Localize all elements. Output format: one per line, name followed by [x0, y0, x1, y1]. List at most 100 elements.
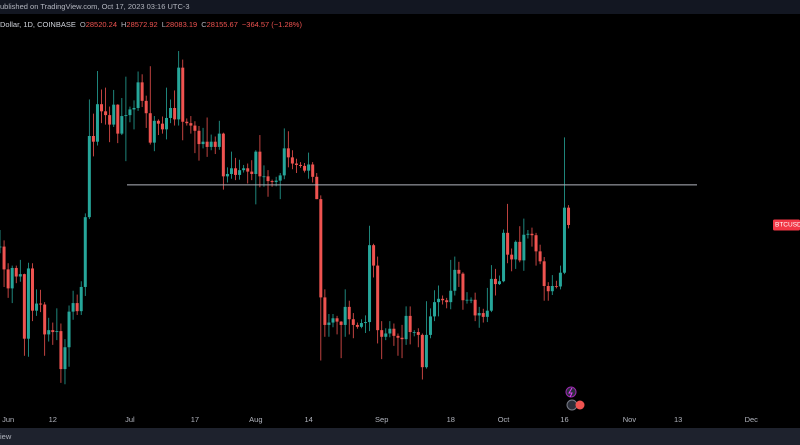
candle-body [193, 125, 197, 131]
candle-body [160, 123, 164, 130]
candle-body [319, 199, 323, 298]
candle-body [428, 316, 432, 335]
candle-body [169, 107, 173, 118]
ohlc-label: O [80, 20, 86, 29]
candle-body [274, 180, 278, 183]
bottom-bar [0, 428, 800, 445]
candle-body [229, 168, 233, 174]
candle-body [197, 130, 201, 145]
candle-body [116, 104, 120, 134]
candle-body [323, 297, 327, 325]
candle-body [424, 334, 428, 368]
candle-body [502, 232, 506, 282]
candle-body [327, 322, 331, 325]
candle-body [173, 107, 177, 120]
candle-body [30, 268, 34, 311]
candle-body [55, 331, 59, 333]
candle-body [294, 163, 298, 165]
candle-body [396, 335, 400, 338]
candle-body [0, 246, 2, 248]
candle-body [91, 135, 95, 142]
candle-body [75, 303, 79, 312]
candle-body [376, 265, 380, 331]
candle-body [140, 82, 144, 101]
candle-body [181, 67, 185, 122]
candle-body [79, 286, 83, 312]
candle-body [558, 272, 562, 287]
candle-body [254, 151, 258, 174]
candle-body [2, 246, 6, 270]
candle-body [412, 332, 416, 333]
candle-body [152, 120, 156, 143]
candle-body [481, 313, 485, 317]
candle-body [359, 323, 363, 327]
candle-body [67, 311, 71, 348]
candle-body [282, 148, 286, 176]
candle-body [457, 269, 461, 274]
candle-body [87, 135, 91, 218]
candle-body [136, 82, 140, 108]
footer-text: iew [0, 432, 12, 441]
candle-body [506, 232, 510, 255]
event-icon[interactable] [565, 386, 577, 398]
candle-body [47, 330, 51, 335]
candle-body [26, 268, 30, 339]
candle-body [347, 306, 351, 320]
x-tick-label: Nov [623, 415, 637, 424]
candle-body [420, 334, 424, 368]
candle-body [238, 170, 242, 175]
candle-body [164, 117, 168, 130]
candle-body [530, 233, 534, 236]
candle-body [542, 261, 546, 287]
x-tick-label: Oct [498, 415, 511, 424]
candle-body [128, 109, 132, 116]
candle-body [189, 123, 193, 126]
candle-body [461, 273, 465, 301]
candle-body [445, 300, 449, 303]
candle-body [550, 286, 554, 292]
candle-body [6, 269, 10, 289]
candle-body [489, 278, 493, 311]
x-tick-label: Jul [125, 415, 135, 424]
published-note: ublished on TradingView.com, Oct 17, 202… [0, 2, 190, 11]
candle-body [315, 176, 319, 200]
candle-body [270, 181, 274, 183]
ohlc-label: L [162, 20, 166, 29]
price-tag [773, 219, 800, 231]
candle-body [144, 100, 148, 114]
x-tick-label: 17 [191, 415, 199, 424]
candle-body [18, 274, 22, 277]
candle-body [95, 104, 99, 142]
candle-body [242, 168, 246, 171]
candle-body [534, 235, 538, 252]
candle-body [497, 281, 501, 285]
candle-body [477, 313, 481, 316]
x-tick-label: 14 [304, 415, 312, 424]
candle-body [213, 141, 217, 147]
candle-body [266, 176, 270, 182]
candle-body [339, 321, 343, 325]
candle-body [83, 217, 87, 287]
candle-body [299, 164, 303, 166]
candle-body [112, 104, 116, 125]
candle-body [388, 328, 392, 334]
price-tag-label: BTCUSD [775, 222, 800, 229]
candle-body [250, 171, 254, 174]
event-icons [565, 386, 585, 411]
candle-body [514, 241, 518, 260]
candle-body [404, 315, 408, 340]
candle-body [108, 115, 112, 125]
event-icon[interactable] [575, 400, 585, 410]
candle-body [148, 113, 152, 143]
candle-body [546, 286, 550, 292]
candle-body [156, 120, 160, 124]
candle-body [221, 133, 225, 177]
candle-body [416, 332, 420, 335]
candle-body [246, 168, 250, 172]
candle-body [10, 267, 14, 289]
candle-body [335, 318, 339, 322]
top-bar [0, 0, 800, 14]
change: −364.57 (−1.28%) [242, 20, 303, 29]
candle-body [433, 302, 437, 317]
